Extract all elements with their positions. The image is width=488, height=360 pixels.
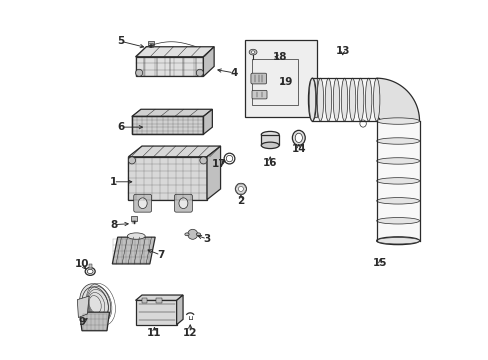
FancyBboxPatch shape: [250, 73, 266, 84]
Ellipse shape: [308, 78, 316, 121]
Bar: [156, 298, 162, 302]
Bar: [88, 264, 91, 267]
Ellipse shape: [359, 120, 366, 127]
Ellipse shape: [357, 78, 363, 121]
Text: 12: 12: [183, 328, 197, 338]
Ellipse shape: [333, 78, 339, 121]
Circle shape: [135, 69, 142, 76]
Bar: [142, 298, 147, 302]
Polygon shape: [128, 146, 220, 157]
Circle shape: [238, 186, 243, 192]
Ellipse shape: [376, 118, 419, 124]
Ellipse shape: [226, 156, 232, 162]
Bar: [128, 157, 206, 200]
Ellipse shape: [196, 233, 200, 236]
Polygon shape: [135, 295, 183, 300]
FancyBboxPatch shape: [244, 40, 316, 117]
Text: 1: 1: [109, 177, 117, 187]
Polygon shape: [132, 109, 212, 116]
Bar: [135, 57, 203, 76]
Polygon shape: [203, 47, 214, 76]
Ellipse shape: [325, 78, 331, 121]
Ellipse shape: [261, 131, 279, 138]
Text: 4: 4: [230, 68, 237, 78]
Polygon shape: [206, 146, 220, 200]
Text: 7: 7: [157, 250, 164, 260]
Ellipse shape: [365, 78, 371, 121]
Bar: [132, 116, 203, 134]
Bar: [131, 216, 136, 221]
Text: 9: 9: [78, 317, 85, 327]
Ellipse shape: [376, 158, 419, 164]
Text: 8: 8: [110, 220, 118, 230]
Ellipse shape: [251, 51, 254, 53]
Polygon shape: [80, 312, 109, 331]
Ellipse shape: [184, 233, 189, 236]
Ellipse shape: [376, 178, 419, 184]
Ellipse shape: [248, 49, 257, 55]
Text: 14: 14: [291, 144, 305, 154]
Ellipse shape: [82, 287, 108, 322]
Ellipse shape: [376, 217, 419, 224]
Text: 3: 3: [203, 234, 210, 244]
Circle shape: [187, 229, 197, 239]
Polygon shape: [135, 47, 214, 57]
Polygon shape: [77, 296, 89, 318]
Text: 17: 17: [212, 159, 226, 169]
Text: 11: 11: [147, 328, 162, 338]
Ellipse shape: [376, 138, 419, 144]
Ellipse shape: [376, 238, 419, 244]
Text: 15: 15: [372, 258, 386, 268]
Ellipse shape: [385, 239, 410, 243]
Ellipse shape: [376, 198, 419, 204]
Ellipse shape: [85, 267, 95, 275]
Bar: [135, 300, 176, 325]
Ellipse shape: [224, 153, 234, 164]
Polygon shape: [112, 237, 155, 264]
Ellipse shape: [292, 130, 305, 145]
FancyBboxPatch shape: [174, 194, 192, 212]
Ellipse shape: [348, 78, 355, 121]
FancyBboxPatch shape: [134, 194, 151, 212]
Text: 16: 16: [263, 158, 277, 168]
Ellipse shape: [261, 142, 279, 149]
Text: 2: 2: [237, 196, 244, 206]
Ellipse shape: [179, 198, 187, 208]
Circle shape: [128, 157, 135, 164]
Ellipse shape: [138, 198, 147, 208]
Polygon shape: [376, 78, 419, 121]
Ellipse shape: [308, 78, 315, 121]
FancyBboxPatch shape: [251, 90, 266, 99]
Circle shape: [235, 183, 246, 195]
Circle shape: [200, 157, 206, 164]
Ellipse shape: [309, 87, 314, 112]
Polygon shape: [176, 295, 183, 325]
Text: 19: 19: [278, 77, 292, 87]
Bar: [261, 135, 279, 145]
Text: 18: 18: [272, 52, 287, 62]
Text: 5: 5: [118, 36, 124, 46]
Bar: [148, 41, 154, 45]
Bar: [132, 116, 203, 134]
Polygon shape: [203, 109, 212, 134]
Ellipse shape: [127, 233, 145, 239]
Circle shape: [196, 69, 203, 76]
Ellipse shape: [295, 133, 302, 143]
Text: 10: 10: [75, 259, 89, 269]
Text: 6: 6: [118, 122, 124, 132]
Ellipse shape: [341, 78, 347, 121]
Ellipse shape: [373, 78, 379, 121]
Bar: [251, 59, 298, 105]
Ellipse shape: [317, 78, 323, 121]
Ellipse shape: [80, 284, 110, 325]
Ellipse shape: [87, 269, 93, 274]
Text: 13: 13: [335, 46, 349, 56]
Ellipse shape: [376, 237, 419, 245]
